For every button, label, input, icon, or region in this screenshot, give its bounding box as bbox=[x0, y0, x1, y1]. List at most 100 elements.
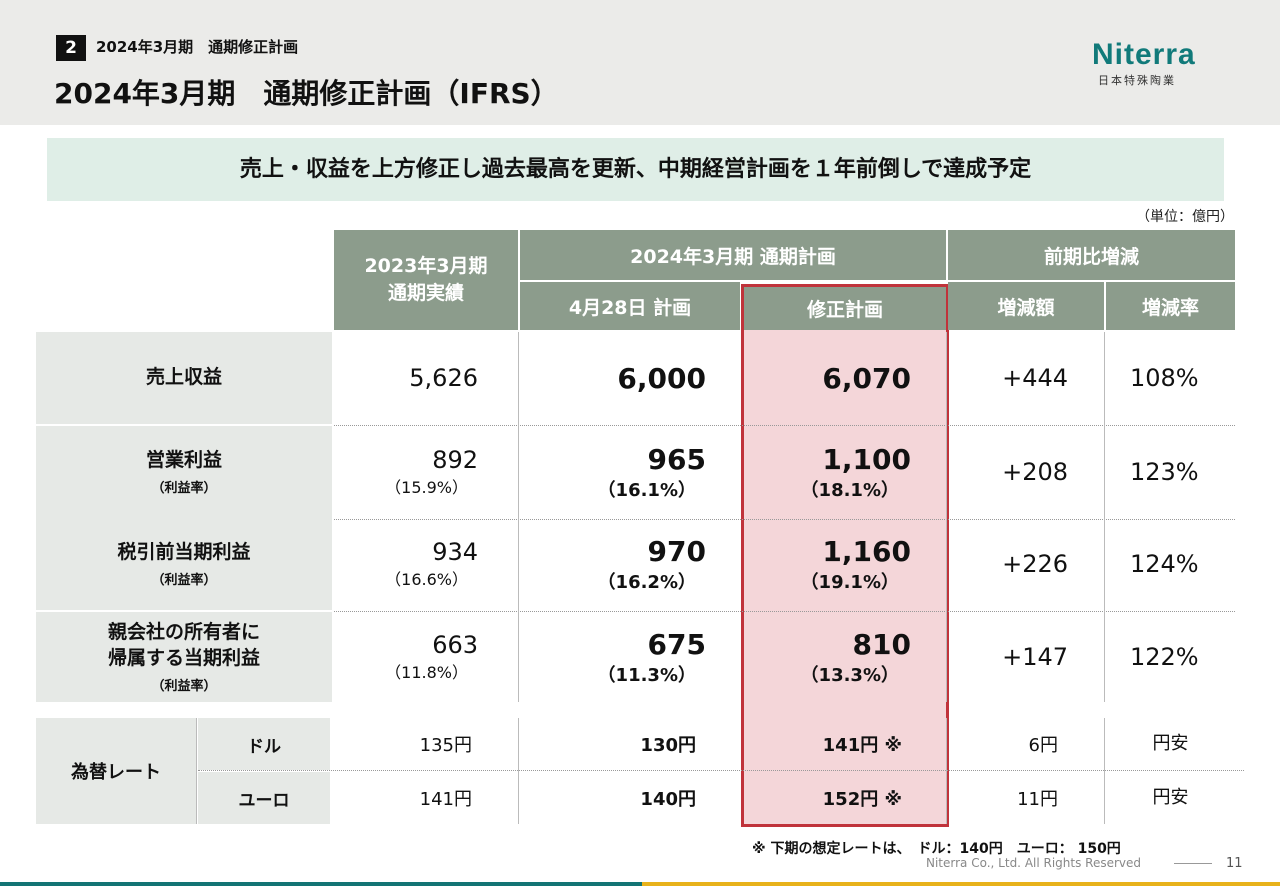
column-divider bbox=[518, 718, 519, 824]
row-divider bbox=[334, 425, 1235, 426]
cell-plan: 6,000 bbox=[520, 332, 706, 424]
pct-plan: （16.1%） bbox=[597, 479, 696, 501]
value-diff: +147 bbox=[1002, 643, 1068, 671]
cell-revised: 6,070 bbox=[744, 332, 911, 424]
cell-fy2023: 5,626 bbox=[334, 332, 478, 424]
fx-revised: 152円 ※ bbox=[822, 789, 902, 810]
row-label-cell: 親会社の所有者に 帰属する当期利益 （利益率） bbox=[36, 612, 332, 702]
fx-plan: 130円 bbox=[640, 735, 696, 756]
value-revised: 1,100 bbox=[822, 442, 911, 476]
cell-fy2023: 934 （16.6%） bbox=[334, 518, 478, 610]
fx-diff: 11円 bbox=[1017, 789, 1058, 810]
value-fy2023: 5,626 bbox=[409, 364, 478, 392]
cell-fy2023: 663 （11.8%） bbox=[334, 612, 478, 702]
cell-revised: 810 （13.3%） bbox=[744, 612, 911, 702]
header-fy2024: 2024年3月期 通期計画 bbox=[520, 230, 946, 280]
page-number: 11 bbox=[1226, 856, 1243, 871]
fx-fy2023: 135円 bbox=[419, 735, 472, 756]
column-divider bbox=[1104, 332, 1105, 702]
unit-label: （単位：億円） bbox=[1136, 209, 1234, 225]
value-diff: +226 bbox=[1002, 550, 1068, 578]
row-sublabel: （利益率） bbox=[151, 481, 217, 497]
cell-diff: +147 bbox=[948, 612, 1068, 702]
fx-note: 円安 bbox=[1152, 787, 1189, 808]
logo-subtitle: 日本特殊陶業 bbox=[1098, 74, 1176, 87]
cell-plan: 675 （11.3%） bbox=[520, 612, 706, 702]
value-plan: 970 bbox=[647, 534, 706, 568]
row-divider bbox=[334, 611, 1235, 612]
header-rate: 増減率 bbox=[1106, 282, 1235, 330]
row-divider bbox=[334, 519, 1235, 520]
cell-revised: 1,100 （18.1%） bbox=[744, 426, 911, 518]
fx-fy2023: 141円 bbox=[419, 789, 472, 810]
row-label: 営業利益 bbox=[145, 448, 222, 471]
page-title: 2024年3月期 通期修正計画（IFRS） bbox=[54, 77, 559, 110]
header-fy2023: 2023年3月期 通期実績 bbox=[334, 230, 518, 330]
value-fy2023: 934 bbox=[432, 538, 478, 566]
row-label: 親会社の所有者に 帰属する当期利益 bbox=[107, 620, 260, 669]
footnote: ※ 下期の想定レートは、 ドル：140円 ユーロ： 150円 bbox=[752, 841, 1121, 857]
value-revised: 810 bbox=[852, 627, 911, 661]
column-divider bbox=[196, 718, 197, 824]
cell-rate: 122% bbox=[1130, 612, 1230, 702]
footer-bar-yellow bbox=[642, 882, 1280, 886]
footer-divider bbox=[1174, 863, 1212, 864]
fx-label-cell: 為替レート bbox=[36, 718, 196, 824]
value-rate: 123% bbox=[1130, 458, 1199, 486]
fx-note: 円安 bbox=[1152, 733, 1189, 754]
row-sublabel: （利益率） bbox=[151, 573, 217, 589]
row-label-cell: 税引前当期利益 （利益率） bbox=[36, 518, 332, 610]
copyright: Niterra Co., Ltd. All Rights Reserved bbox=[926, 856, 1142, 870]
row-label: 売上収益 bbox=[145, 366, 222, 389]
header-band bbox=[0, 0, 1280, 125]
value-diff: +208 bbox=[1002, 458, 1068, 486]
fx-row-divider bbox=[198, 770, 1244, 771]
cell-revised: 1,160 （19.1%） bbox=[744, 518, 911, 610]
row-label-cell: 営業利益 （利益率） bbox=[36, 426, 332, 518]
value-fy2023: 892 bbox=[432, 446, 478, 474]
cell-diff: +444 bbox=[948, 332, 1068, 424]
cell-rate: 124% bbox=[1130, 518, 1230, 610]
value-fy2023: 663 bbox=[432, 631, 478, 659]
fx-currency: ユーロ bbox=[198, 772, 330, 824]
value-rate: 124% bbox=[1130, 550, 1199, 578]
niterra-logo: Niterra bbox=[1092, 38, 1196, 71]
cell-plan: 970 （16.2%） bbox=[520, 518, 706, 610]
column-divider bbox=[946, 718, 947, 824]
value-plan: 6,000 bbox=[617, 361, 706, 395]
value-plan: 675 bbox=[647, 627, 706, 661]
value-revised: 1,160 bbox=[822, 534, 911, 568]
header-revised: 修正計画 bbox=[744, 287, 946, 330]
pct-revised: （13.3%） bbox=[800, 664, 899, 686]
pct-revised: （18.1%） bbox=[800, 479, 899, 501]
pct-revised: （19.1%） bbox=[800, 571, 899, 593]
fx-plan: 140円 bbox=[640, 789, 696, 810]
column-divider bbox=[518, 332, 519, 702]
cell-diff: +208 bbox=[948, 426, 1068, 518]
row-label: 税引前当期利益 bbox=[117, 540, 251, 563]
value-revised: 6,070 bbox=[822, 361, 911, 395]
section-number: 2 bbox=[56, 35, 86, 61]
row-label-cell: 売上収益 bbox=[36, 332, 332, 424]
pct-fy2023: （11.8%） bbox=[385, 663, 468, 682]
cell-fy2023: 892 （15.9%） bbox=[334, 426, 478, 518]
pct-plan: （16.2%） bbox=[597, 571, 696, 593]
cell-diff: +226 bbox=[948, 518, 1068, 610]
cell-plan: 965 （16.1%） bbox=[520, 426, 706, 518]
pct-fy2023: （16.6%） bbox=[385, 570, 468, 589]
pct-fy2023: （15.9%） bbox=[385, 478, 468, 497]
pct-plan: （11.3%） bbox=[597, 664, 696, 686]
fx-currency: ドル bbox=[198, 718, 330, 770]
value-diff: +444 bbox=[1002, 364, 1068, 392]
row-sublabel: （利益率） bbox=[151, 679, 217, 695]
value-plan: 965 bbox=[647, 442, 706, 476]
cell-rate: 123% bbox=[1130, 426, 1230, 518]
cell-rate: 108% bbox=[1130, 332, 1230, 424]
column-divider bbox=[1104, 718, 1105, 824]
revised-plan-highlight bbox=[741, 284, 949, 827]
value-rate: 122% bbox=[1130, 643, 1199, 671]
section-title: 2024年3月期 通期修正計画 bbox=[96, 38, 299, 56]
headline-banner: 売上・収益を上方修正し過去最高を更新、中期経営計画を１年前倒しで達成予定 bbox=[47, 138, 1224, 201]
value-rate: 108% bbox=[1130, 364, 1199, 392]
header-diff: 増減額 bbox=[948, 282, 1104, 330]
